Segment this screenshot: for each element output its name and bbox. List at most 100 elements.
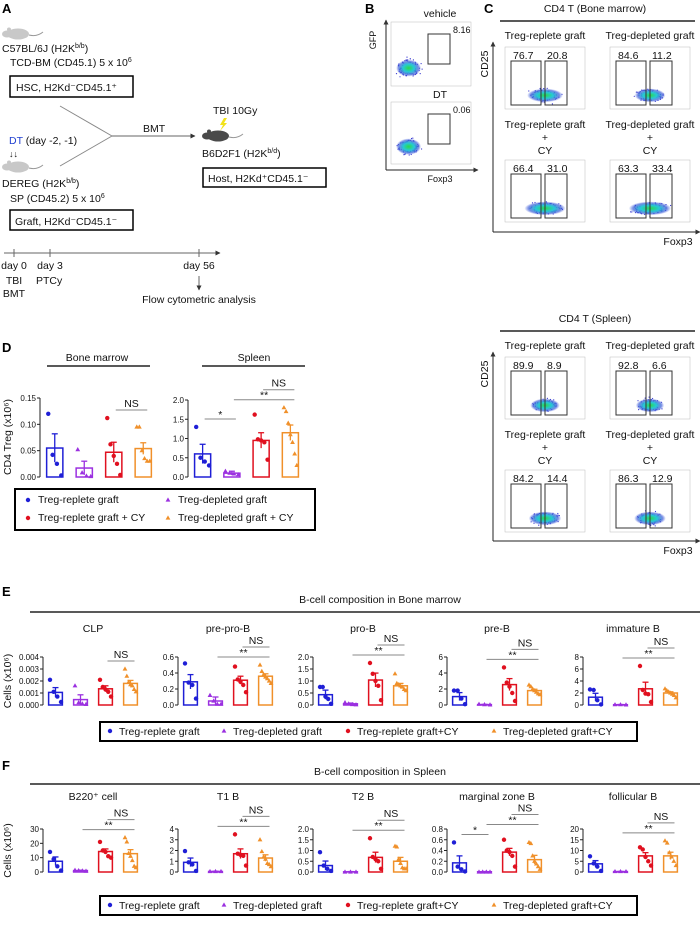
data-point [533,861,539,866]
timeline-ptcy: PTCy [36,275,63,287]
data-point [459,867,464,872]
data-point [480,869,486,874]
gfp-gate [427,113,451,145]
y-tick-label: 8 [575,653,580,662]
plot-label-plus: + [647,132,653,144]
plot-label: Treg-depleted graft [606,30,695,42]
significance-label: NS [124,398,139,410]
legend-item: Treg-replete graft [119,900,200,912]
dt-title: DT [433,89,448,101]
data-point [643,854,648,860]
data-point [671,858,677,863]
data-point [268,680,274,685]
event-dot [630,211,632,213]
bar-chart: 0.0 0.5 1.0 1.5 2.0 **NS pro-B [298,623,409,710]
data-point [317,850,323,855]
y-tick-label: 0.4 [163,669,175,678]
donor2-strain-superscript: b/b [66,178,76,185]
y-tick-label: 15 [570,836,579,845]
event-dot [528,90,530,92]
data-point [328,868,334,874]
section-heading: B-cell composition in Spleen [314,766,446,778]
data-point [58,868,64,873]
event-dot [637,400,639,402]
data-point [403,688,409,693]
converge-line-top [59,105,113,137]
event-dot [557,512,559,515]
y-tick-label: 10 [570,847,579,856]
data-point [321,863,326,868]
data-point [491,902,497,907]
y-tick-label: 0 [439,701,444,710]
data-point [491,728,497,733]
data-point [75,447,81,452]
data-point [537,692,543,697]
y-tick-label: 0.0 [298,701,310,710]
data-point [287,432,293,437]
data-point [595,864,600,869]
gate-left [615,60,647,106]
y-tick-label: 0 [575,868,580,877]
significance-label: ** [239,647,247,659]
chart-title: immature B [606,623,660,635]
data-point [186,860,191,865]
data-point [243,863,249,868]
flow-plot [390,21,472,87]
mouse-tail [228,133,244,139]
data-point [193,868,199,874]
gate-value-right: 11.2 [652,50,672,62]
data-point [142,455,147,461]
data-point [165,497,171,502]
y-tick-label: 0.4 [432,847,444,856]
data-point [243,690,249,695]
data-point [398,860,403,865]
significance-label: ** [508,814,516,826]
data-point [223,468,228,473]
plot-label: Treg-depleted graft [606,119,695,131]
heading-bone-marrow: Bone marrow [66,352,129,364]
donor1-strain: C57BL/6J (H2Kb/b) [2,43,88,55]
significance-label: NS [114,649,129,661]
event-dot [654,525,656,527]
data-point [257,837,263,842]
data-point [213,868,218,874]
data-point [108,855,114,860]
gate-right [544,483,568,529]
data-point [84,473,89,478]
y-tick-label: 0.0 [173,473,185,482]
y-tick-label: 0.001 [19,689,40,698]
data-point [394,844,400,849]
significance-label: NS [249,804,264,816]
data-point [182,661,188,666]
graft-box [9,209,134,231]
significance-label: NS [518,802,533,814]
data-point [122,666,128,671]
donor1-cells-exponent: 6 [128,57,132,64]
bar-chart: 0 10 20 30 **NS B220⁺ cell [30,791,139,877]
y-tick-label: 0 [170,868,175,877]
data-point [211,698,217,703]
y-tick-label: 0.0 [298,868,310,877]
host-box-label: Host, H2Kd⁺CD45.1⁻ [208,173,309,185]
gate-value-right: 20.8 [547,50,568,62]
data-point [669,854,674,859]
converge-line-bottom [59,135,113,167]
data-point [108,442,113,447]
y-tick-label: 0.5 [173,454,185,463]
y-tick-label: 2 [439,685,444,694]
y-tick-label: 6 [575,665,580,674]
bar-chart: 0 12 3 4 **NS T1 B [170,791,274,877]
data-point [530,853,536,858]
significance-label: NS [114,808,129,820]
data-point [510,690,515,696]
plot-label: Treg-depleted graft [606,340,695,352]
event-dot [648,396,650,398]
data-point [294,462,300,468]
hsc-box-label: HSC, H2Kd⁻CD45.1⁺ [16,82,117,94]
data-point [207,868,213,874]
chart-title: pre-pro-B [206,623,250,635]
y-tick-label: 0.05 [20,447,36,456]
host-strain-superscript: b/d [267,148,277,155]
y-tick-label: 1.5 [298,836,310,845]
significance-label: NS [384,633,399,645]
